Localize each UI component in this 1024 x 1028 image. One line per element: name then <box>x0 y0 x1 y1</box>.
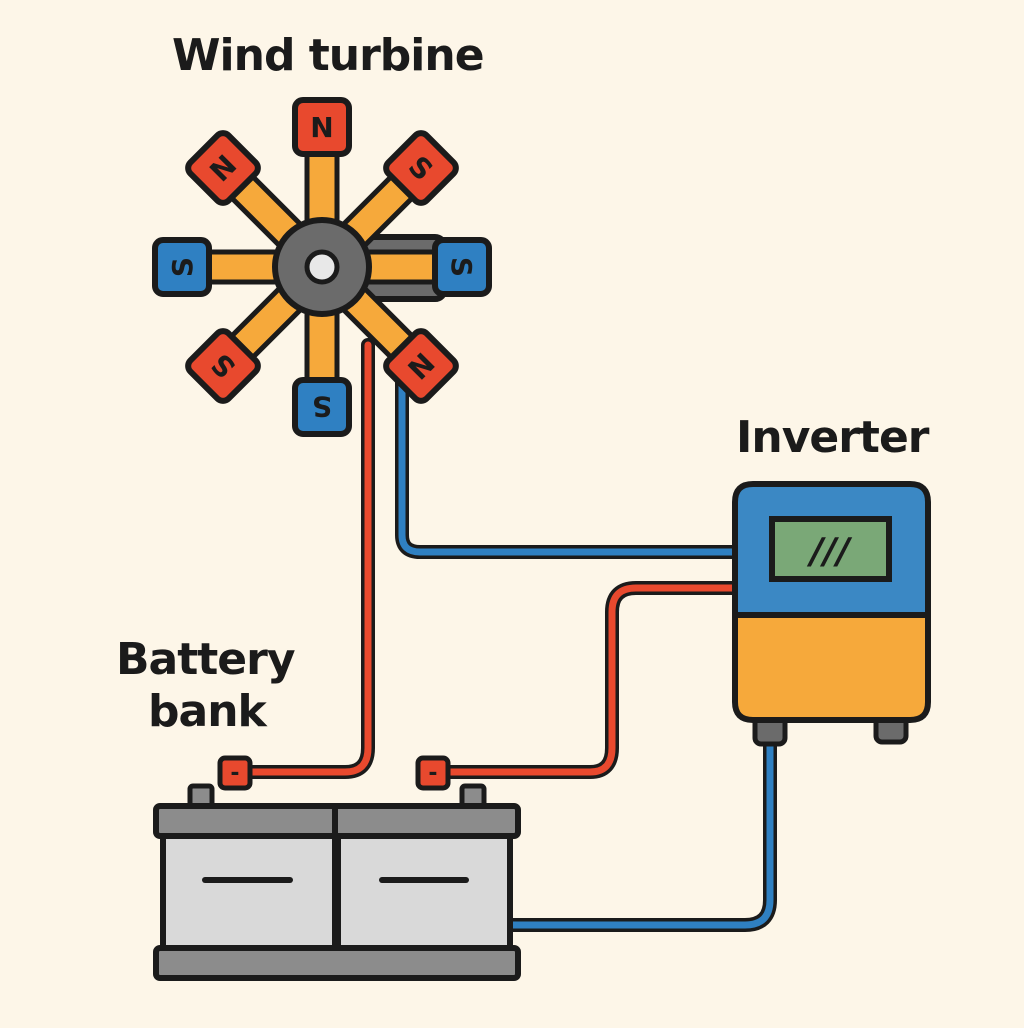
inverter: /// <box>732 481 931 747</box>
inverter-label: Inverter <box>736 412 929 463</box>
battery-bank-label: Battery bank <box>116 634 296 738</box>
magnet-block <box>292 377 352 437</box>
battery-base <box>153 945 521 981</box>
magnet-s-pole: S <box>152 237 212 297</box>
magnet-block <box>432 237 492 297</box>
magnet-block <box>185 328 261 404</box>
magnet-block <box>383 328 459 404</box>
turbine-magnets: N S S N S S S N <box>152 97 492 437</box>
terminal-right-symbol: - <box>428 761 437 786</box>
battery-label-line1: Battery <box>116 634 296 685</box>
wire-turbine-to-inverter <box>395 373 742 559</box>
magnet-block <box>292 97 352 157</box>
wind-turbine: N S S N S S S N <box>152 97 492 437</box>
battery-bank: - - <box>153 755 521 981</box>
magnet-s-pole: S <box>383 130 459 206</box>
magnet-pole-label: S <box>445 257 478 277</box>
display-readout: /// <box>806 531 852 572</box>
magnet-pole-label: S <box>166 257 199 277</box>
magnet-block <box>383 130 459 206</box>
magnet-block <box>152 237 212 297</box>
magnet-n-pole: N <box>185 130 261 206</box>
wires <box>241 338 777 932</box>
inverter-lower <box>732 612 931 723</box>
inverter-display <box>769 516 892 582</box>
magnet-pole-label: N <box>310 111 333 144</box>
battery-terminal-left <box>217 755 253 791</box>
magnet-block <box>185 130 261 206</box>
hub-axle <box>304 249 340 285</box>
magnet-s-pole: S <box>292 377 352 437</box>
wind-turbine-label: Wind turbine <box>172 30 485 81</box>
battery-label-line2: bank <box>148 686 267 737</box>
battery-terminal-right <box>415 755 451 791</box>
wire-battery-to-inverter <box>443 581 742 779</box>
magnet-pole-label: S <box>312 390 332 423</box>
terminal-left-symbol: - <box>230 761 239 786</box>
magnet-n-pole: N <box>383 328 459 404</box>
battery-cell-left <box>160 822 338 958</box>
battery-cell-right <box>335 822 513 958</box>
magnet-s-pole: S <box>185 328 261 404</box>
magnet-n-pole: N <box>292 97 352 157</box>
magnet-s-pole: S <box>432 237 492 297</box>
